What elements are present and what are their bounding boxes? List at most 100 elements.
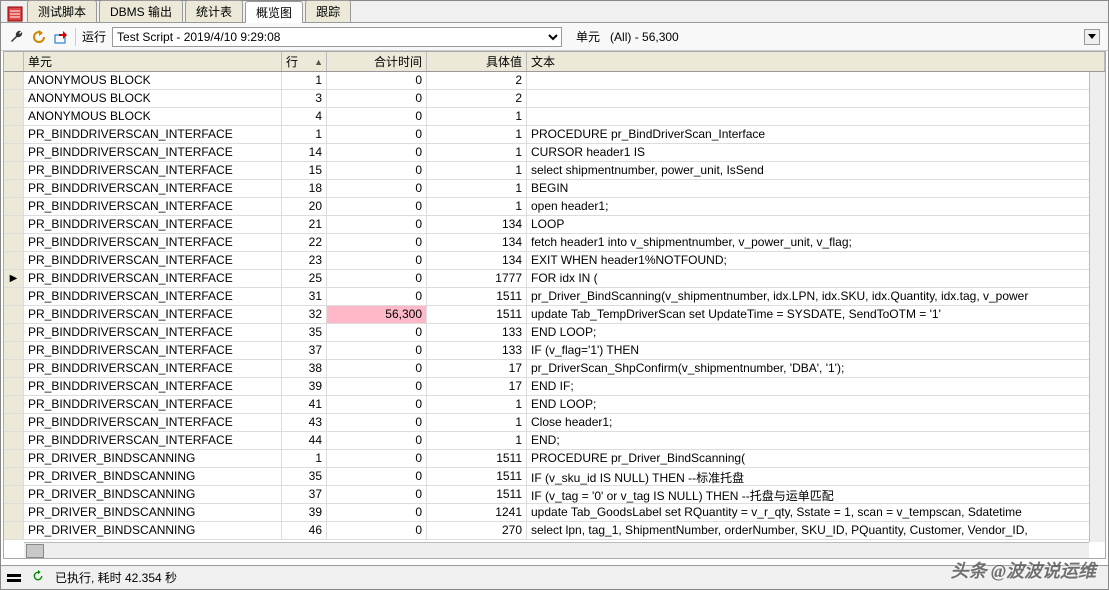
cell-val: 1 <box>427 198 527 215</box>
cell-line: 43 <box>282 414 327 431</box>
cell-total: 0 <box>327 72 427 89</box>
cell-text: open header1; <box>527 198 1105 215</box>
row-indicator <box>4 378 24 395</box>
cell-text: pr_Driver_BindScanning(v_shipmentnumber,… <box>527 288 1105 305</box>
export-icon[interactable] <box>53 29 69 45</box>
row-indicator <box>4 126 24 143</box>
refresh-icon[interactable] <box>31 29 47 45</box>
table-row[interactable]: PR_BINDDRIVERSCAN_INTERFACE1401CURSOR he… <box>4 144 1105 162</box>
table-row[interactable]: PR_BINDDRIVERSCAN_INTERFACE2001open head… <box>4 198 1105 216</box>
table-row[interactable]: ▶PR_BINDDRIVERSCAN_INTERFACE2501777FOR i… <box>4 270 1105 288</box>
scrollbar-thumb[interactable] <box>26 544 44 558</box>
cell-line: 23 <box>282 252 327 269</box>
column-header-unit[interactable]: 单元 <box>24 52 282 71</box>
table-row[interactable]: ANONYMOUS BLOCK102 <box>4 72 1105 90</box>
run-dropdown[interactable]: Test Script - 2019/4/10 9:29:08 <box>112 27 562 47</box>
tab-4[interactable]: 跟踪 <box>305 0 351 22</box>
tab-1[interactable]: DBMS 输出 <box>99 0 183 22</box>
cell-unit: PR_DRIVER_BINDSCANNING <box>24 468 282 485</box>
cell-total: 0 <box>327 126 427 143</box>
cell-unit: PR_BINDDRIVERSCAN_INTERFACE <box>24 396 282 413</box>
refresh-status-icon[interactable] <box>31 569 45 586</box>
cell-unit: PR_BINDDRIVERSCAN_INTERFACE <box>24 288 282 305</box>
cell-line: 31 <box>282 288 327 305</box>
column-header-line[interactable]: 行▲ <box>282 52 327 71</box>
row-indicator <box>4 396 24 413</box>
table-row[interactable]: PR_BINDDRIVERSCAN_INTERFACE370133IF (v_f… <box>4 342 1105 360</box>
unit-dropdown-arrow[interactable] <box>1084 29 1100 45</box>
grid-body[interactable]: ANONYMOUS BLOCK102ANONYMOUS BLOCK302ANON… <box>4 72 1105 540</box>
unit-value: (All) - 56,300 <box>606 30 1078 44</box>
cell-unit: PR_BINDDRIVERSCAN_INTERFACE <box>24 270 282 287</box>
table-row[interactable]: PR_BINDDRIVERSCAN_INTERFACE230134EXIT WH… <box>4 252 1105 270</box>
cell-val: 1 <box>427 144 527 161</box>
cell-val: 1511 <box>427 288 527 305</box>
column-header-text[interactable]: 文本 <box>527 52 1105 71</box>
table-row[interactable]: PR_BINDDRIVERSCAN_INTERFACE3256,3001511u… <box>4 306 1105 324</box>
table-row[interactable]: ANONYMOUS BLOCK401 <box>4 108 1105 126</box>
cell-total: 0 <box>327 144 427 161</box>
row-indicator <box>4 522 24 539</box>
cell-text: BEGIN <box>527 180 1105 197</box>
cell-text: IF (v_tag = '0' or v_tag IS NULL) THEN -… <box>527 486 1105 503</box>
current-row-icon: ▶ <box>10 273 18 284</box>
table-row[interactable]: PR_DRIVER_BINDSCANNING101511PROCEDURE pr… <box>4 450 1105 468</box>
table-row[interactable]: PR_BINDDRIVERSCAN_INTERFACE210134LOOP <box>4 216 1105 234</box>
table-row[interactable]: PR_BINDDRIVERSCAN_INTERFACE4401END; <box>4 432 1105 450</box>
table-row[interactable]: PR_BINDDRIVERSCAN_INTERFACE220134fetch h… <box>4 234 1105 252</box>
sort-indicator-icon: ▲ <box>314 57 323 67</box>
table-row[interactable]: PR_BINDDRIVERSCAN_INTERFACE350133END LOO… <box>4 324 1105 342</box>
cell-total: 0 <box>327 522 427 539</box>
column-header-total[interactable]: 合计时间 <box>327 52 427 71</box>
cell-val: 270 <box>427 522 527 539</box>
table-row[interactable]: PR_DRIVER_BINDSCANNING3701511IF (v_tag =… <box>4 486 1105 504</box>
table-row[interactable]: PR_BINDDRIVERSCAN_INTERFACE1801BEGIN <box>4 180 1105 198</box>
cell-total: 0 <box>327 396 427 413</box>
table-row[interactable]: ANONYMOUS BLOCK302 <box>4 90 1105 108</box>
cell-val: 134 <box>427 234 527 251</box>
vertical-scrollbar[interactable] <box>1089 72 1105 542</box>
table-row[interactable]: PR_BINDDRIVERSCAN_INTERFACE4101END LOOP; <box>4 396 1105 414</box>
cell-total: 0 <box>327 414 427 431</box>
row-indicator <box>4 108 24 125</box>
cell-val: 1241 <box>427 504 527 521</box>
cell-total: 0 <box>327 216 427 233</box>
table-row[interactable]: PR_DRIVER_BINDSCANNING3901241update Tab_… <box>4 504 1105 522</box>
row-indicator <box>4 144 24 161</box>
row-indicator <box>4 216 24 233</box>
table-row[interactable]: PR_DRIVER_BINDSCANNING3501511IF (v_sku_i… <box>4 468 1105 486</box>
cell-line: 15 <box>282 162 327 179</box>
horizontal-scrollbar[interactable] <box>24 542 1089 558</box>
cell-unit: PR_BINDDRIVERSCAN_INTERFACE <box>24 324 282 341</box>
cell-val: 1511 <box>427 468 527 485</box>
cell-line: 32 <box>282 306 327 323</box>
cell-text: END LOOP; <box>527 396 1105 413</box>
table-row[interactable]: PR_BINDDRIVERSCAN_INTERFACE38017pr_Drive… <box>4 360 1105 378</box>
table-row[interactable]: PR_BINDDRIVERSCAN_INTERFACE39017END IF; <box>4 378 1105 396</box>
tab-2[interactable]: 统计表 <box>185 0 243 22</box>
wrench-icon[interactable] <box>9 29 25 45</box>
cell-total: 0 <box>327 450 427 467</box>
cell-line: 25 <box>282 270 327 287</box>
cell-line: 38 <box>282 360 327 377</box>
list-icon[interactable] <box>7 574 21 582</box>
table-row[interactable]: PR_BINDDRIVERSCAN_INTERFACE4301Close hea… <box>4 414 1105 432</box>
cell-line: 22 <box>282 234 327 251</box>
cell-line: 1 <box>282 126 327 143</box>
column-header-val[interactable]: 具体值 <box>427 52 527 71</box>
cell-total: 0 <box>327 324 427 341</box>
tab-0[interactable]: 测试脚本 <box>27 0 97 22</box>
cell-unit: ANONYMOUS BLOCK <box>24 72 282 89</box>
table-row[interactable]: PR_BINDDRIVERSCAN_INTERFACE3101511pr_Dri… <box>4 288 1105 306</box>
cell-unit: PR_DRIVER_BINDSCANNING <box>24 504 282 521</box>
cell-total: 0 <box>327 288 427 305</box>
row-indicator <box>4 180 24 197</box>
cell-unit: PR_BINDDRIVERSCAN_INTERFACE <box>24 144 282 161</box>
table-row[interactable]: PR_BINDDRIVERSCAN_INTERFACE101PROCEDURE … <box>4 126 1105 144</box>
cell-val: 2 <box>427 72 527 89</box>
cell-total: 0 <box>327 162 427 179</box>
cell-total: 0 <box>327 468 427 485</box>
table-row[interactable]: PR_BINDDRIVERSCAN_INTERFACE1501select sh… <box>4 162 1105 180</box>
tab-3[interactable]: 概览图 <box>245 1 303 23</box>
table-row[interactable]: PR_DRIVER_BINDSCANNING460270select lpn, … <box>4 522 1105 540</box>
